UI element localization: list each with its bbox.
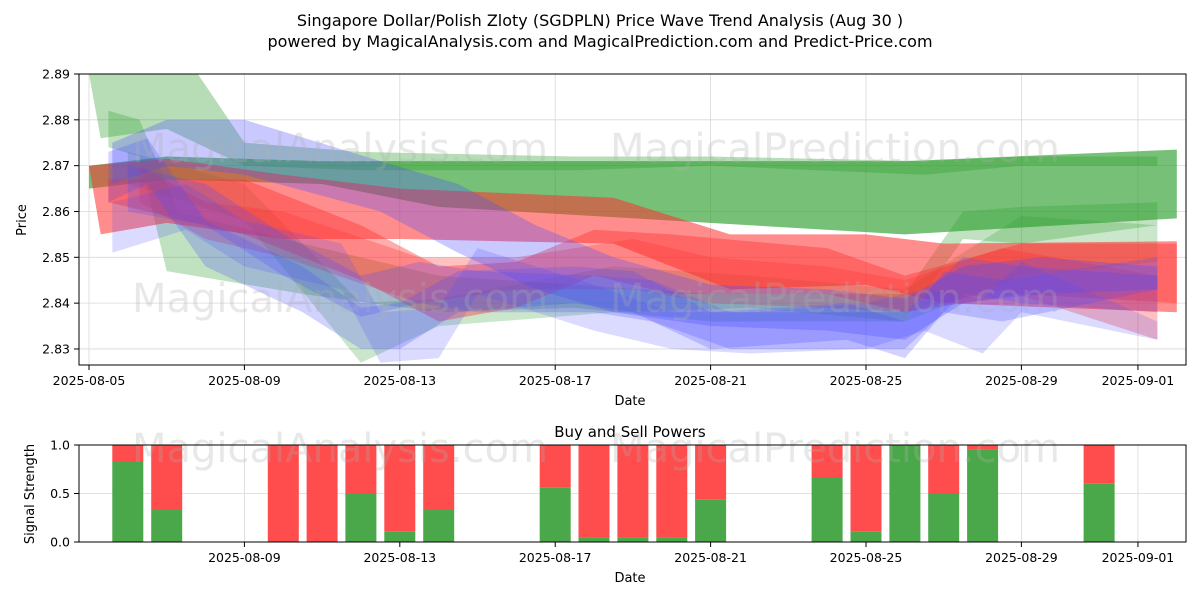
top-plot: MagicalAnalysis.com MagicalPrediction.co… <box>15 67 1187 409</box>
top-y-tick-label: 2.86 <box>42 204 70 219</box>
wave-band-blue-9 <box>127 165 1158 349</box>
top-y-tick-label: 2.85 <box>42 250 70 265</box>
bottom-x-axis-label: Date <box>614 571 645 586</box>
sell-bar <box>151 445 183 510</box>
bottom-x-tick-label: 2025-08-17 <box>519 550 592 565</box>
bottom-x-tick-label: 2025-08-21 <box>674 550 747 565</box>
buy-bar <box>617 537 649 542</box>
top-x-tick-label: 2025-09-01 <box>1102 373 1175 388</box>
sell-bar <box>578 445 610 538</box>
bottom-y-tick-label: 0.5 <box>50 486 70 501</box>
wave-band-blue-7 <box>112 119 1158 340</box>
top-x-tick-label: 2025-08-29 <box>985 373 1058 388</box>
bottom-chart-title: Buy and Sell Powers <box>554 423 706 441</box>
top-x-ticks: 2025-08-05 2025-08-09 2025-08-13 2025-08-17… <box>53 365 1175 388</box>
watermark-mid-left: MagicalAnalysis.com <box>132 276 548 322</box>
wave-band-red-4 <box>89 158 1177 313</box>
bottom-x-tick-label: 2025-08-13 <box>363 550 436 565</box>
sell-bar <box>811 445 843 477</box>
sell-bar <box>850 445 882 532</box>
buy-bar <box>423 510 455 542</box>
top-y-tick-label: 2.84 <box>42 296 70 311</box>
bottom-x-ticks: 2025-08-09 2025-08-13 2025-08-17 2025-08-21… <box>208 542 1174 565</box>
sell-bar <box>306 445 338 542</box>
wave-band-red-5 <box>108 179 1177 322</box>
sell-bar <box>112 445 144 462</box>
wave-band-green-0 <box>89 149 1177 235</box>
wave-band-red-6 <box>139 165 1158 340</box>
top-axes-frame <box>78 73 1187 366</box>
sell-bar <box>345 445 377 494</box>
watermark-mid-right: MagicalPrediction.com <box>610 276 1060 322</box>
bottom-x-tick-label: 2025-08-09 <box>208 550 281 565</box>
top-x-axis-label: Date <box>614 394 645 409</box>
bottom-y-tick-label: 1.0 <box>50 438 70 453</box>
buy-bar <box>151 510 183 542</box>
bottom-x-tick-label: 2025-08-25 <box>830 550 903 565</box>
bottom-x-tick-label: 2025-08-29 <box>985 550 1058 565</box>
wave-band-blue-10 <box>112 184 1158 363</box>
wave-bands <box>89 74 1177 363</box>
top-x-tick-label: 2025-08-21 <box>674 373 747 388</box>
sell-bar <box>656 445 688 538</box>
buy-bar <box>850 531 882 542</box>
sell-bar <box>1083 445 1115 484</box>
buy-bar <box>889 445 921 542</box>
wave-band-green-1 <box>89 74 1158 175</box>
sell-bar <box>267 445 299 542</box>
buy-bar <box>811 477 843 542</box>
top-x-tick-label: 2025-08-09 <box>208 373 281 388</box>
buy-bar <box>384 531 416 542</box>
buy-bar <box>928 493 960 542</box>
watermark-top-right: MagicalPrediction.com <box>610 126 1060 172</box>
buy-bar <box>967 449 999 542</box>
top-y-ticks: 2.83 2.84 2.85 2.86 2.87 2.88 2.89 <box>42 67 79 356</box>
watermark-top-left: MagicalAnalysis.com <box>132 126 548 172</box>
wave-band-green-3 <box>127 151 1158 363</box>
sell-bar <box>967 445 999 450</box>
sell-bar <box>617 445 649 538</box>
sell-bar <box>384 445 416 532</box>
sell-bar <box>928 445 960 494</box>
bottom-y-axis-label: Signal Strength <box>23 444 38 544</box>
buy-bar <box>539 487 571 542</box>
bottom-plot: Buy and Sell Powers MagicalAnalysis.com … <box>23 423 1187 586</box>
top-y-tick-label: 2.88 <box>42 112 70 127</box>
watermark-bottom-right: MagicalPrediction.com <box>610 426 1060 472</box>
buy-bar <box>112 461 144 542</box>
buy-bar <box>345 493 377 542</box>
watermark-bottom-left: MagicalAnalysis.com <box>132 426 548 472</box>
signal-bars <box>112 445 1115 542</box>
chart-title: Singapore Dollar/Polish Zloty (SGDPLN) P… <box>297 11 903 30</box>
bottom-x-tick-label: 2025-09-01 <box>1102 550 1175 565</box>
buy-bar <box>1083 483 1115 542</box>
bottom-y-ticks: 0.0 0.5 1.0 <box>50 438 79 550</box>
buy-bar <box>695 499 727 542</box>
top-y-tick-label: 2.89 <box>42 67 70 82</box>
bottom-y-tick-label: 0.0 <box>50 535 70 550</box>
top-x-tick-label: 2025-08-17 <box>519 373 592 388</box>
top-x-tick-label: 2025-08-13 <box>363 373 436 388</box>
sell-bar <box>423 445 455 510</box>
top-y-tick-label: 2.87 <box>42 158 70 173</box>
chart-subtitle: powered by MagicalAnalysis.com and Magic… <box>267 32 932 51</box>
top-y-tick-label: 2.83 <box>42 341 70 356</box>
top-y-axis-label: Price <box>15 204 30 236</box>
sell-bar <box>695 445 727 500</box>
buy-bar <box>578 537 610 542</box>
top-x-tick-label: 2025-08-25 <box>830 373 903 388</box>
sell-bar <box>539 445 571 488</box>
top-x-tick-label: 2025-08-05 <box>53 373 126 388</box>
buy-bar <box>656 537 688 542</box>
wave-band-green-2 <box>108 110 1158 322</box>
